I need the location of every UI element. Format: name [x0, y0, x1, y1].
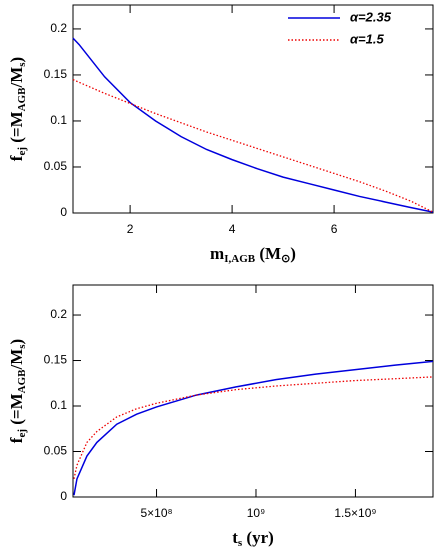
- axis-label-part: (M: [255, 244, 281, 263]
- axis-label-part: /M: [7, 67, 26, 89]
- y-tick-label: 0.05: [44, 159, 68, 173]
- legend-label: α=1.5: [350, 31, 384, 46]
- axis-label: fej (=MAGB/Ms): [7, 339, 28, 443]
- y-tick-label: 0: [60, 489, 67, 503]
- axis-label-part: s: [16, 62, 28, 67]
- x-tick-label: 2: [127, 222, 134, 236]
- x-tick-label: 5×10⁸: [140, 506, 172, 520]
- axis-label-part: ): [7, 339, 26, 345]
- axis-label-part: ): [7, 57, 26, 63]
- axis-label-part: s: [238, 537, 243, 549]
- axis-label-part: (yr): [242, 528, 274, 547]
- axis-label-part: (=M: [7, 393, 26, 429]
- data-line: [73, 376, 434, 479]
- axis-label-part: ): [290, 244, 296, 263]
- axis-label: ts (yr): [232, 528, 274, 549]
- y-tick-label: 0.15: [44, 67, 68, 81]
- axis-label-part: f: [7, 437, 26, 443]
- plot-frame: [72, 4, 434, 214]
- axis-label-part: AGB: [16, 87, 28, 112]
- axis-label: mI,AGB (M⊙): [210, 244, 296, 265]
- x-tick-label: 1.5×10⁹: [334, 506, 376, 520]
- data-line: [72, 37, 434, 213]
- x-tick-label: 4: [229, 222, 236, 236]
- data-line: [73, 360, 434, 496]
- y-tick-label: 0: [60, 205, 67, 219]
- y-tick-label: 0.2: [50, 21, 67, 35]
- axis-label-part: s: [16, 344, 28, 349]
- axis-label-part: m: [210, 244, 224, 263]
- axis-label-part: f: [7, 155, 26, 161]
- axis-label-part: ⊙: [281, 253, 290, 265]
- y-tick-label: 0.1: [50, 398, 67, 412]
- plot-frame: [72, 284, 434, 498]
- x-tick-label: 6: [331, 222, 338, 236]
- axis-label-part: ej: [16, 147, 28, 156]
- axis-label-part: /M: [7, 349, 26, 371]
- y-tick-label: 0.05: [44, 444, 68, 458]
- y-tick-label: 0.2: [50, 307, 67, 321]
- y-tick-label: 0.1: [50, 113, 67, 127]
- axis-label-part: I,AGB: [224, 253, 256, 265]
- axis-label-part: t: [232, 528, 238, 547]
- axis-label-part: AGB: [16, 369, 28, 394]
- y-tick-label: 0.15: [44, 353, 68, 367]
- axis-label-part: ej: [16, 429, 28, 438]
- legend-label: α=2.35: [350, 9, 392, 24]
- axis-label: fej (=MAGB/Ms): [7, 57, 28, 161]
- axis-label-part: (=M: [7, 111, 26, 147]
- x-tick-label: 10⁹: [247, 506, 266, 520]
